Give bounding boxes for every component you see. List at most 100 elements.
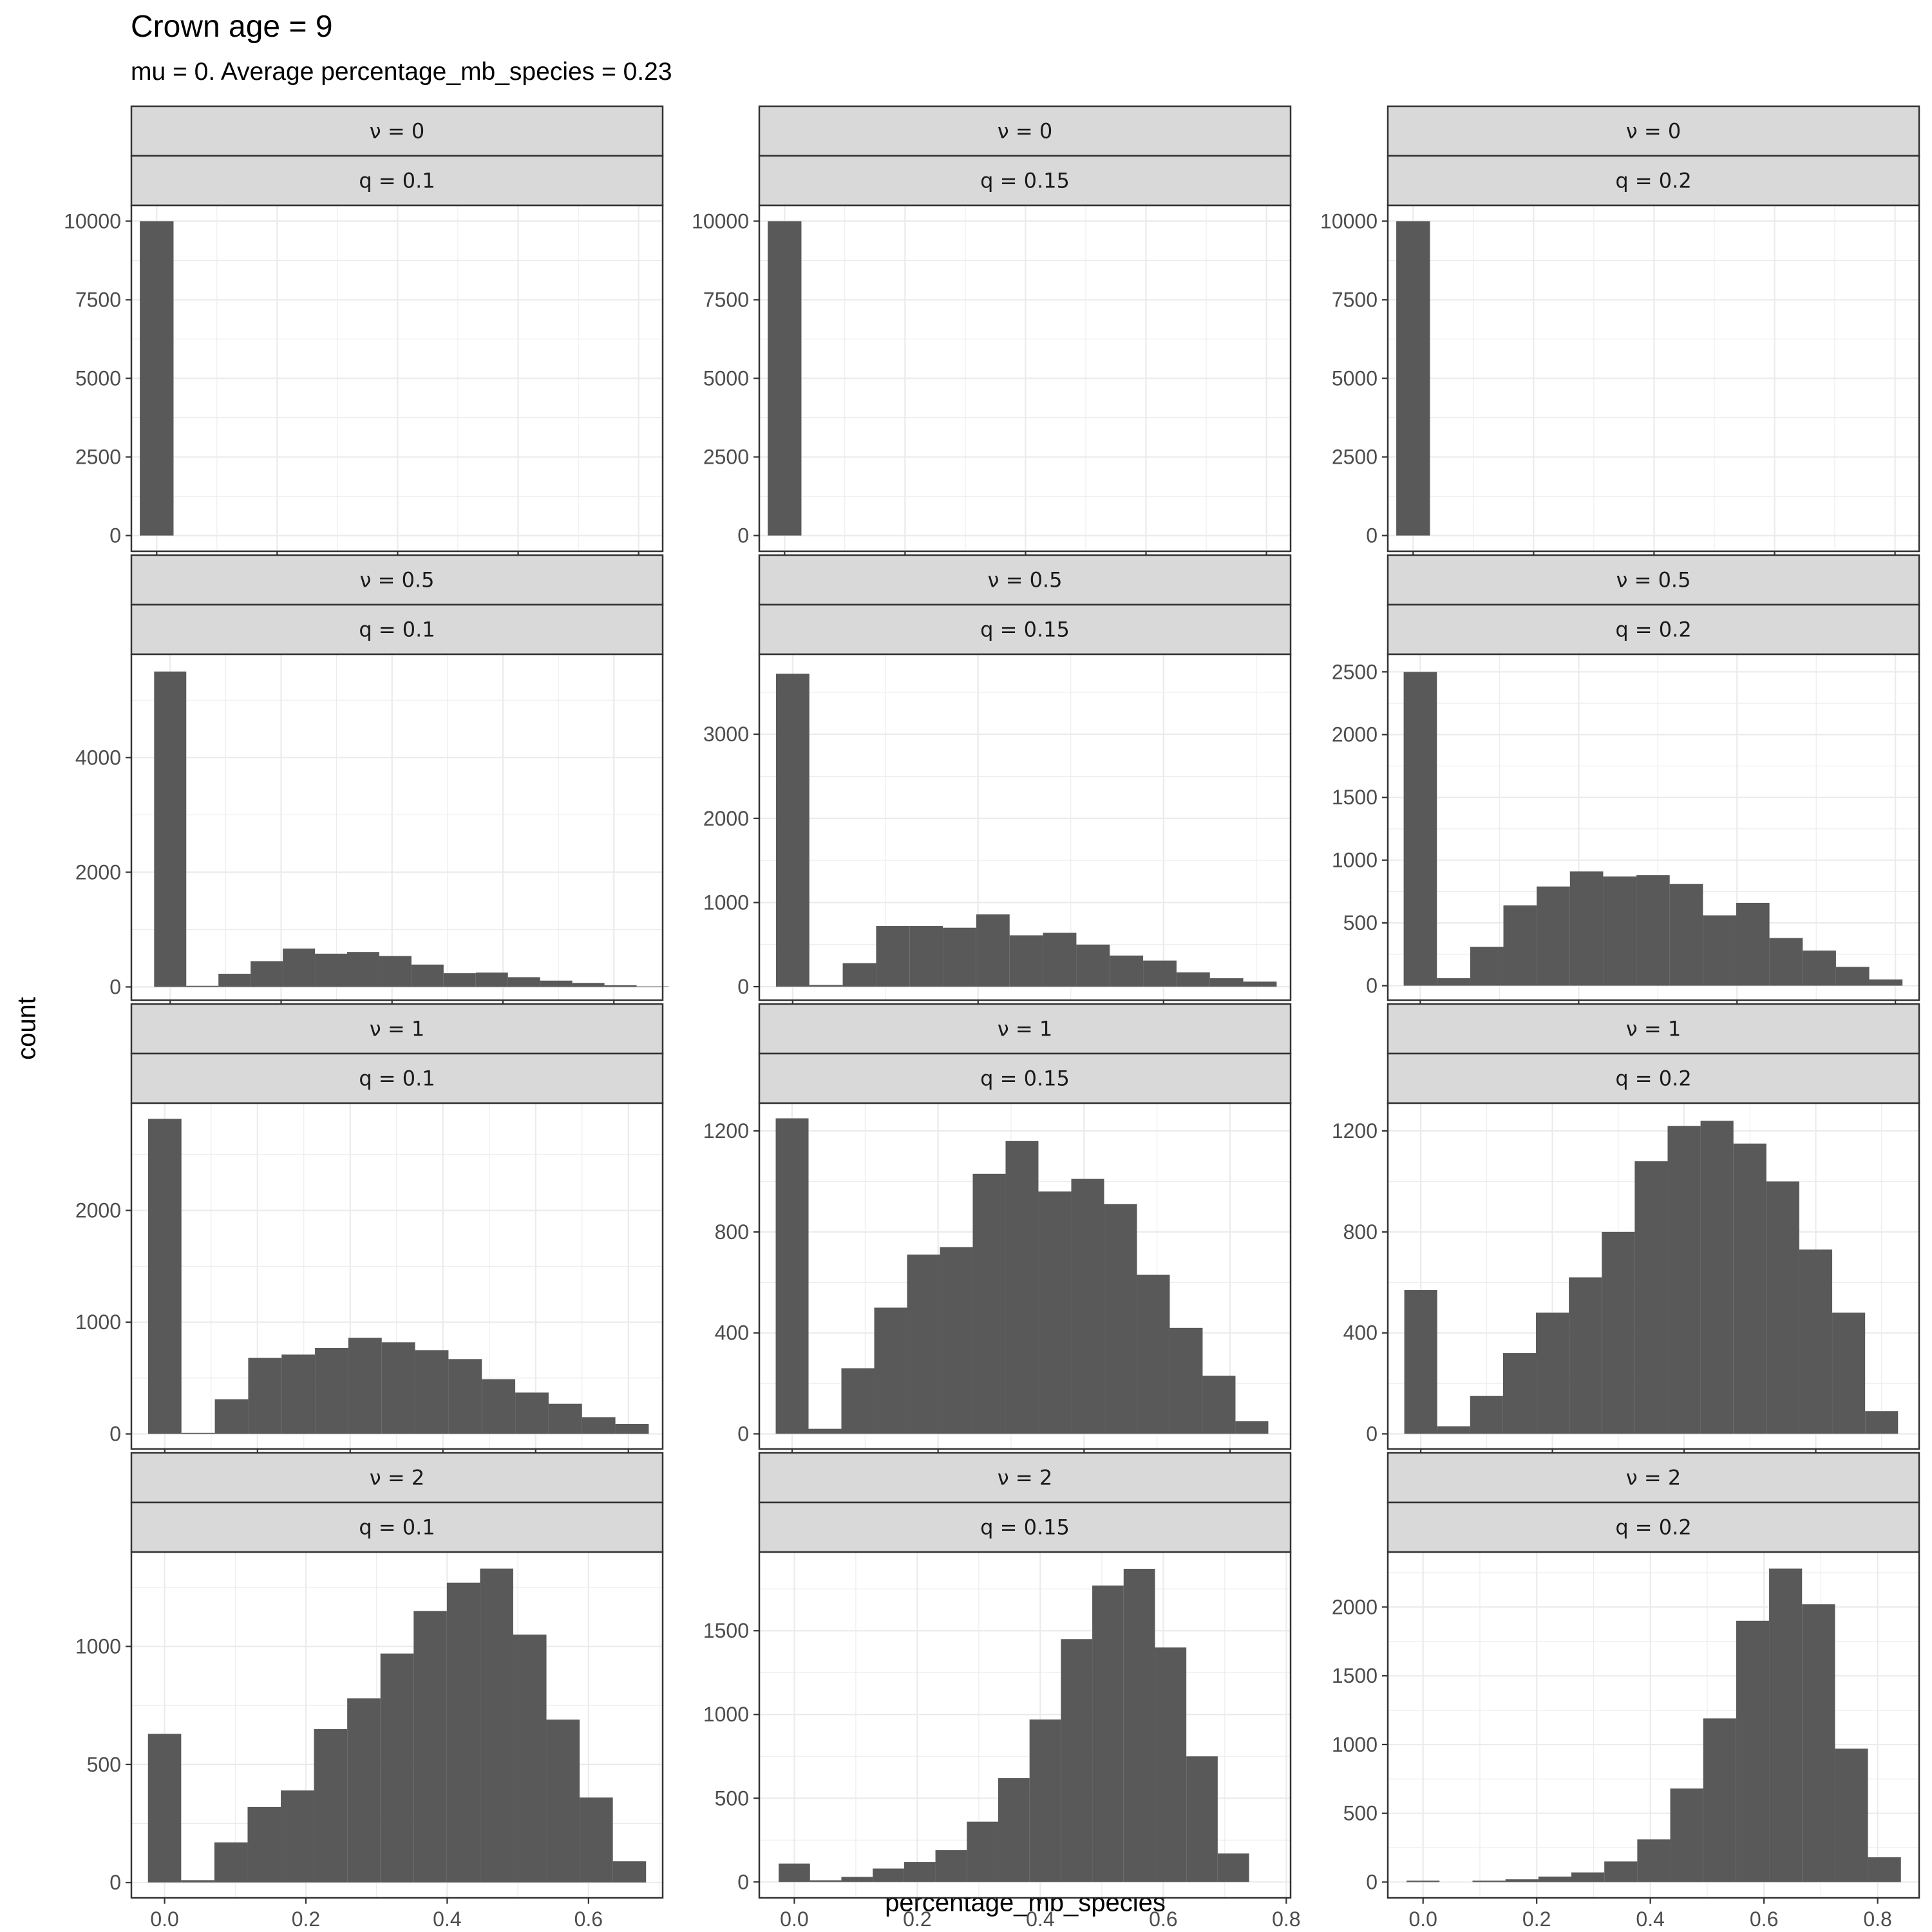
histogram-bar <box>540 980 573 987</box>
facet-strip-nu-label: ν = 0 <box>1626 119 1681 144</box>
histogram-bar <box>1538 1876 1571 1882</box>
facet-panel-2: ν = 0q = 0.150250050007500100000.02.55.0… <box>692 105 1292 584</box>
facet-panel-1: ν = 0q = 0.10250050007500100000.02.55.07… <box>64 105 664 584</box>
histogram-bar <box>1868 1857 1901 1882</box>
y-tick-label: 5000 <box>75 367 121 390</box>
y-tick-label: 0 <box>737 975 749 998</box>
facet-strip-nu-label: ν = 0.5 <box>988 568 1063 592</box>
histogram-bar <box>1700 1121 1734 1434</box>
facet-strip-q-label: q = 0.1 <box>359 1066 435 1091</box>
histogram-bar <box>1038 1191 1072 1434</box>
facet-strip-nu-label: ν = 1 <box>370 1017 424 1041</box>
histogram-bar <box>140 221 174 536</box>
y-tick-label: 2500 <box>703 446 749 469</box>
panel-border <box>130 1102 664 1450</box>
facet-strip-nu <box>758 105 1292 157</box>
y-tick-label: 0 <box>1366 1422 1378 1445</box>
histogram-bar <box>147 1119 182 1434</box>
x-tick-label: 0.4 <box>433 1908 461 1931</box>
facet-strip-nu <box>1387 1452 1920 1504</box>
histogram-bar <box>775 674 810 987</box>
histogram-bar <box>1634 1161 1668 1434</box>
facet-strip-q-label: q = 0.2 <box>1615 618 1691 642</box>
facet-panel-12: ν = 2 q = 0.2 0 500 1000 1500 2000 0.0 0.2 0.4 0.6… <box>1332 1452 1920 1931</box>
histogram-bar <box>1636 875 1670 986</box>
histogram-bar <box>413 1611 447 1883</box>
facet-strip-nu-label: ν = 0.5 <box>1616 568 1691 592</box>
histogram-bar <box>347 1698 381 1883</box>
facet-strip-nu-label: ν = 1 <box>998 1017 1052 1041</box>
y-tick-label: 1500 <box>1332 1664 1378 1687</box>
facet-strip-q <box>130 1052 664 1104</box>
histogram-bar <box>1736 1620 1770 1882</box>
histogram-bar <box>482 1379 516 1434</box>
histogram-bar <box>1470 947 1504 986</box>
y-tick-label: 0 <box>109 1423 121 1446</box>
histogram-bar <box>283 948 316 987</box>
facet-strip-q-label: q = 0.2 <box>1615 1515 1691 1540</box>
y-tick-label: 1000 <box>1332 1733 1378 1756</box>
y-tick-label: 7500 <box>75 288 121 311</box>
histogram-bar <box>1733 1143 1766 1434</box>
histogram-bar <box>251 961 283 987</box>
y-tick-label: 7500 <box>1332 288 1378 311</box>
histogram-bar <box>1009 935 1043 987</box>
histogram-bar <box>181 1880 214 1883</box>
y-tick-label: 0 <box>109 976 121 999</box>
histogram-bar <box>380 1653 414 1883</box>
histogram-bar <box>1092 1586 1124 1882</box>
histogram-bar <box>214 1842 248 1883</box>
histogram-bar <box>1076 944 1110 987</box>
x-tick-label: 0.0 <box>780 1908 808 1931</box>
histogram-bar <box>775 1118 809 1434</box>
histogram-bar <box>1029 1719 1061 1882</box>
histogram-bar <box>1835 1748 1868 1882</box>
histogram-bar <box>1603 876 1637 986</box>
histogram-bar <box>314 1728 348 1883</box>
facet-strip-nu-label: ν = 0.5 <box>360 568 435 592</box>
histogram-bar <box>548 1403 582 1434</box>
histogram-bar <box>873 1868 904 1882</box>
facet-strip-q <box>1387 603 1920 656</box>
y-tick-label: 7500 <box>703 288 749 311</box>
histogram-bar <box>1602 1231 1635 1434</box>
histogram-bar <box>1176 972 1210 987</box>
histogram-bar <box>1869 979 1903 986</box>
histogram-bar <box>475 972 508 987</box>
histogram-bar <box>1569 1277 1602 1434</box>
histogram-bar <box>779 1863 810 1882</box>
facet-strip-q-label: q = 0.15 <box>980 1066 1070 1091</box>
y-tick-label: 2000 <box>75 1199 121 1222</box>
histogram-bar <box>448 1359 482 1434</box>
x-tick-label: 0.2 <box>903 1908 931 1931</box>
histogram-bar <box>1437 978 1470 986</box>
histogram-bar <box>876 926 910 987</box>
histogram-bar <box>1396 221 1430 536</box>
histogram-bar <box>1170 1327 1203 1434</box>
histogram-bar <box>1217 1853 1249 1882</box>
y-tick-label: 400 <box>1343 1321 1378 1345</box>
facet-strip-q <box>130 1501 664 1553</box>
histogram-bar <box>186 985 219 987</box>
histogram-bar <box>411 964 444 987</box>
histogram-bar <box>515 1392 549 1434</box>
histogram-bar <box>1061 1639 1093 1882</box>
y-tick-label: 10000 <box>64 209 121 232</box>
histogram-bar <box>1637 1839 1671 1882</box>
histogram-bar <box>415 1350 449 1434</box>
facet-strip-nu <box>130 105 664 157</box>
histogram-bar <box>612 1861 647 1883</box>
histogram-bar <box>218 974 251 987</box>
histogram-bar <box>480 1568 513 1883</box>
histogram-bar <box>1406 1880 1440 1882</box>
panel-border <box>758 1551 1292 1899</box>
y-tick-label: 1000 <box>703 1703 749 1726</box>
histogram-bar <box>1667 1126 1701 1434</box>
x-tick-label: 0.4 <box>1026 1908 1054 1931</box>
panel-border <box>130 653 664 1001</box>
y-tick-label: 500 <box>1343 911 1378 934</box>
histogram-bar <box>1536 1312 1569 1434</box>
facet-strip-q-label: q = 0.15 <box>980 618 1070 642</box>
panel-border <box>758 653 1292 1001</box>
histogram-bar <box>248 1358 282 1434</box>
